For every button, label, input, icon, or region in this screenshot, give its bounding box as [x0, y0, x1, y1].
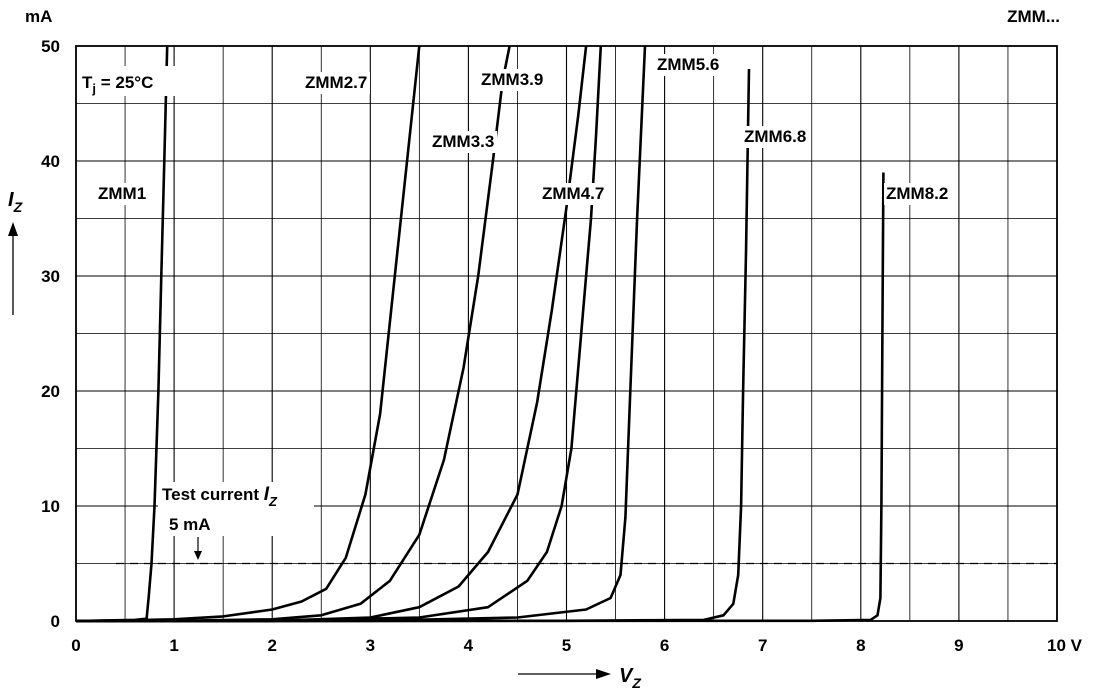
series-label-zmm2-7: ZMM2.7 [305, 73, 367, 92]
series-label-bg [742, 126, 809, 148]
condition-label: Tj = 25°C [82, 73, 153, 96]
labels: ZMM1 ZMM2.7 ZMM3.3 ZMM3.9 ZMM4.7 ZMM5.6 ZMM6.8… [80, 54, 951, 536]
series-label-bg [884, 183, 951, 205]
series-label-zmm6-8: ZMM6.8 [744, 127, 806, 146]
series-line-zmm5-6 [75, 45, 647, 623]
x-tick-label: 3 [366, 636, 375, 655]
series-label-bg [430, 131, 497, 153]
series-label-zmm5-6: ZMM5.6 [657, 55, 719, 74]
y-axis-arrow [8, 222, 18, 315]
series-label-zmm4-7: ZMM4.7 [542, 184, 604, 203]
y-tick-label: 10 [41, 497, 60, 516]
y-axis-label: IZ [8, 189, 23, 215]
condition-label-bg [80, 66, 190, 96]
plot-border [75, 45, 1058, 622]
x-tick-label: 1 [169, 636, 178, 655]
test-current-value: 5 mA [169, 515, 211, 534]
series-label-zmm1: ZMM1 [98, 184, 146, 203]
series-line-zmm4-7 [75, 45, 603, 623]
series-line-zmm2-7 [75, 45, 421, 623]
x-tick-label: 8 [856, 636, 865, 655]
series-label-zmm3-9: ZMM3.9 [481, 70, 543, 89]
tick-labels: 0 1 2 3 4 5 6 7 8 9 10 V 0 10 20 30 40 50 [41, 37, 1083, 655]
y-tick-label: 50 [41, 37, 60, 56]
y-tick-label: 20 [41, 382, 60, 401]
test-current-label: Test current IZ [162, 484, 278, 509]
series-line-zmm3-3 [75, 45, 511, 623]
series-label-bg [540, 183, 607, 205]
y-unit: mA [25, 7, 52, 26]
plot-frame [75, 45, 1058, 622]
series-label-bg [303, 72, 370, 94]
y-tick-label: 30 [41, 267, 60, 286]
series-label-zmm8-2: ZMM8.2 [886, 184, 948, 203]
chart-title: ZMM... [1007, 7, 1060, 26]
y-tick-label: 40 [41, 152, 60, 171]
x-tick-label: 5 [562, 636, 571, 655]
series-line-zmm6-8 [75, 68, 751, 623]
x-tick-label: 0 [71, 636, 80, 655]
x-axis-label: VZ [619, 665, 641, 691]
y-tick-label: 0 [51, 612, 60, 631]
x-axis-arrow [518, 669, 611, 679]
x-tick-label: 6 [660, 636, 669, 655]
series-label-bg [96, 183, 142, 205]
x-tick-label: 2 [267, 636, 276, 655]
x-tick-label: 4 [464, 636, 474, 655]
x-tick-label: 7 [758, 636, 767, 655]
series-label-bg [479, 69, 546, 91]
test-current-arrow [194, 537, 202, 560]
series-label-zmm3-3: ZMM3.3 [432, 132, 494, 151]
x-tick-label: 9 [954, 636, 963, 655]
test-current-label-bg [158, 482, 314, 536]
series-label-bg [655, 54, 722, 76]
x-tick-label: 10 V [1047, 636, 1083, 655]
